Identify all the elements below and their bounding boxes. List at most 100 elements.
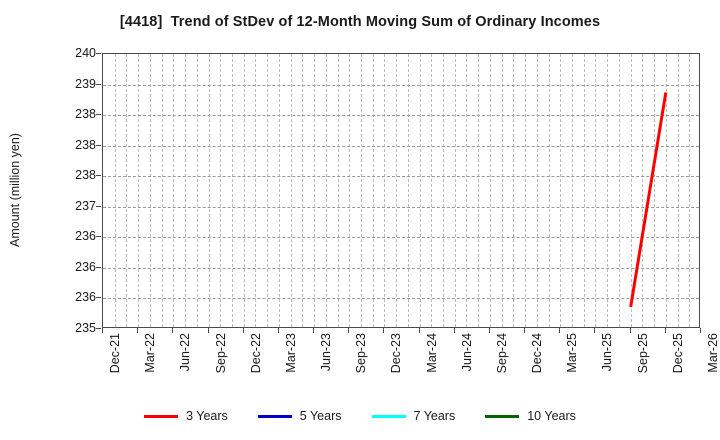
vertical-gridline [196, 54, 198, 327]
x-axis-tick-label: Sep-24 [494, 333, 509, 374]
horizontal-gridline [103, 84, 699, 86]
series-line [629, 92, 668, 308]
vertical-gridline [513, 54, 515, 327]
x-axis-tick-mark [559, 328, 561, 333]
vertical-gridline [255, 54, 257, 327]
vertical-gridline [372, 54, 374, 327]
y-axis-tick-mark [96, 83, 101, 85]
vertical-gridline [560, 54, 562, 327]
vertical-gridline [231, 54, 233, 327]
legend-item[interactable]: 10 Years [485, 409, 576, 423]
legend-label: 3 Years [186, 409, 228, 423]
vertical-gridline [208, 54, 210, 327]
x-axis-tick-label: Mar-24 [424, 333, 439, 373]
horizontal-gridline [103, 267, 699, 269]
horizontal-gridline [103, 237, 699, 239]
y-axis-tick-label: 235 [75, 321, 96, 335]
vertical-gridline [243, 54, 245, 327]
x-axis-tick-label: Jun-23 [319, 333, 334, 372]
vertical-gridline [302, 54, 304, 327]
y-axis-tick-label: 236 [75, 259, 96, 274]
y-axis-tick-label: 236 [75, 290, 96, 305]
x-axis-tick-label: Dec-21 [108, 333, 122, 374]
x-axis-tick-mark [348, 328, 350, 333]
x-axis-tick-label: Sep-25 [635, 333, 650, 374]
horizontal-gridline [103, 298, 699, 300]
vertical-gridline [384, 54, 386, 327]
x-axis-tick-mark [629, 328, 631, 333]
x-axis-tick-label: Dec-23 [389, 333, 404, 374]
y-axis-tick-label: 237 [75, 198, 96, 213]
x-axis-tick-mark [172, 328, 174, 333]
vertical-gridline [349, 54, 351, 327]
vertical-gridline [126, 54, 128, 327]
vertical-gridline [396, 54, 398, 327]
vertical-gridline [161, 54, 163, 327]
vertical-gridline [677, 54, 679, 327]
x-axis-tick-mark [453, 328, 455, 333]
x-axis-tick-mark [383, 328, 385, 333]
y-axis-title: Amount (million yen) [4, 0, 26, 380]
legend-item[interactable]: 7 Years [371, 409, 456, 423]
y-axis-tick-mark [96, 175, 101, 177]
x-axis-tick-label: Mar-25 [565, 333, 580, 373]
vertical-gridline [607, 54, 609, 327]
x-axis-tick-label: Dec-22 [248, 333, 263, 374]
vertical-gridline [290, 54, 292, 327]
vertical-gridline [267, 54, 269, 327]
vertical-gridline [572, 54, 574, 327]
vertical-gridline [654, 54, 656, 327]
x-axis-tick-label: Sep-22 [213, 333, 228, 374]
vertical-gridline [278, 54, 280, 327]
vertical-gridline [466, 54, 468, 327]
horizontal-gridline [103, 176, 699, 178]
vertical-gridline [325, 54, 327, 327]
vertical-gridline [548, 54, 550, 327]
vertical-gridline [114, 54, 116, 327]
series-layer [629, 92, 668, 308]
vertical-gridline [525, 54, 527, 327]
x-axis-tick-label: Jun-24 [459, 333, 474, 372]
x-axis-tick-label: Jun-25 [600, 333, 615, 372]
legend-line-icon [257, 414, 292, 418]
y-axis-tick-label: 236 [75, 229, 96, 244]
legend-label: 7 Years [413, 409, 456, 423]
vertical-gridline [630, 54, 632, 327]
vertical-gridline [595, 54, 597, 327]
vertical-gridline [689, 54, 691, 327]
x-axis-tick-mark [137, 328, 139, 333]
vertical-gridline [618, 54, 620, 327]
legend-item[interactable]: 5 Years [257, 409, 342, 423]
vertical-gridline [665, 54, 667, 327]
y-axis-tick-mark [96, 114, 101, 116]
legend-line-icon [485, 414, 520, 418]
vertical-gridline [337, 54, 339, 327]
vertical-gridline [489, 54, 491, 327]
vertical-gridline [583, 54, 585, 327]
vertical-gridline [443, 54, 445, 327]
horizontal-gridline [103, 115, 699, 117]
x-axis-tick-mark [313, 328, 315, 333]
legend-line-icon [144, 414, 179, 418]
x-axis-tick-mark [488, 328, 490, 333]
vertical-gridline [454, 54, 456, 327]
y-axis-tick-labels: 240 239 238 238 238 237 236 236 236 235 [34, 0, 96, 440]
vertical-gridline [314, 54, 316, 327]
x-axis-tick-mark [242, 328, 244, 333]
vertical-gridline [360, 54, 362, 327]
x-axis-tick-label: Mar-23 [283, 333, 298, 373]
x-axis-tick-mark [418, 328, 420, 333]
y-axis-tick-mark [96, 297, 101, 299]
y-axis-tick-mark [96, 144, 101, 146]
horizontal-gridline [103, 206, 699, 208]
y-axis-tick-label: 238 [75, 107, 96, 122]
x-axis-tick-mark [277, 328, 279, 333]
vertical-gridline [501, 54, 503, 327]
x-axis-tick-label: Dec-25 [670, 333, 685, 374]
legend-item[interactable]: 3 Years [144, 409, 228, 423]
y-axis-tick-mark [96, 266, 101, 268]
vertical-gridline [138, 54, 140, 327]
x-axis-tick-mark [102, 328, 103, 333]
horizontal-gridline [103, 145, 699, 147]
